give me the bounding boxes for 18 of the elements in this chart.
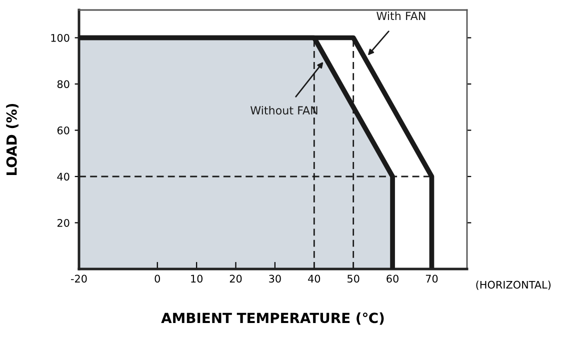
x-tick-label: 60	[386, 274, 398, 283]
x-tick-label: 30	[269, 274, 281, 283]
y-tick-label: 60	[57, 126, 70, 134]
y-tick-label: 20	[57, 218, 70, 227]
text: (HORIZONTAL)	[476, 280, 551, 290]
y-tick-label: 40	[57, 172, 70, 181]
y-tick-label: 80	[57, 80, 70, 88]
text: With FAN	[376, 12, 426, 20]
x-tick-label: 70	[426, 274, 438, 283]
x-tick-label: -20	[71, 274, 87, 283]
x-tick-label: 20	[230, 274, 242, 283]
x-tick-label: 0	[154, 274, 160, 283]
x-axis-title: AMBIENT TEMPERATURE (℃)	[161, 312, 384, 325]
x-tick-label: 50	[348, 274, 360, 283]
x-tick-label: 40	[308, 274, 320, 283]
y-axis-title: LOAD (%)	[6, 104, 18, 175]
x-tick-label: 10	[191, 274, 203, 283]
y-tick-label: 100	[51, 34, 70, 42]
